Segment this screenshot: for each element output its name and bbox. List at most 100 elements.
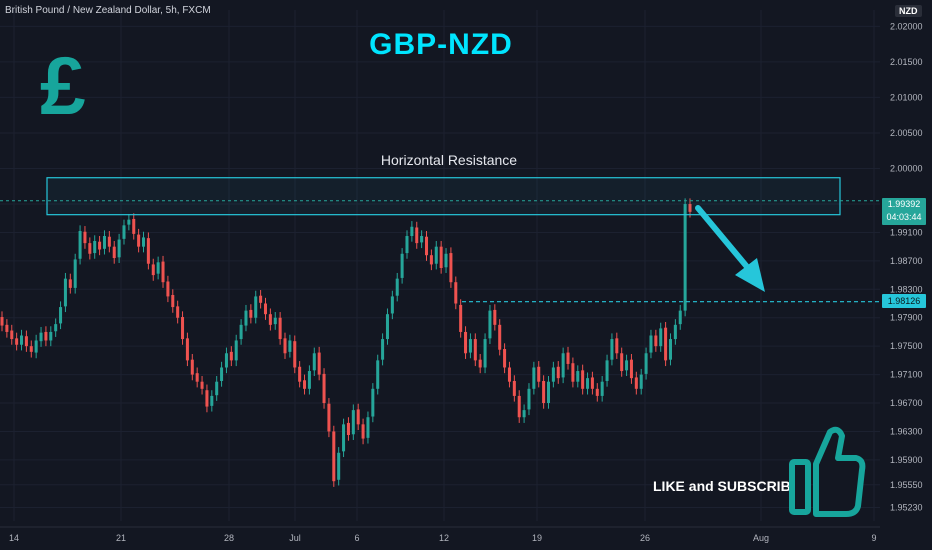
candle [83,231,87,244]
candle [200,381,204,389]
candles [0,198,692,487]
x-tick-label: 28 [224,533,234,543]
candle [600,381,604,396]
candle [551,367,555,382]
y-tick-label: 2.02000 [890,21,923,31]
candle [20,335,24,345]
candle [132,218,136,234]
candle [610,339,614,360]
candle [68,279,72,288]
candle [464,331,468,354]
candle [566,352,570,364]
candle [107,236,111,247]
candle [683,204,687,311]
candle [678,310,682,325]
candle [73,259,77,288]
candle [185,338,189,361]
candle [342,424,346,452]
candle [664,327,668,361]
candle [381,339,385,360]
candle [405,236,409,254]
candle [561,353,565,378]
candle [434,246,438,264]
candle [659,328,663,347]
candle [151,264,155,276]
candle [15,338,19,345]
candle [634,377,638,389]
y-tick-label: 1.96300 [890,426,923,436]
candle [654,335,658,347]
currency-badge: NZD [895,5,922,17]
candle [102,236,106,249]
candle [59,307,63,324]
candle [361,424,365,439]
current-price: 1.99392 [887,199,921,209]
candle [98,241,102,250]
candle [205,390,209,407]
candle [586,378,590,389]
candle [303,380,307,389]
candle [649,335,653,353]
candle [195,373,199,382]
candle [298,366,302,382]
grid [0,10,880,521]
candle [88,243,92,254]
current-price-badge: 1.99392 04:03:44 [882,198,926,225]
candle [517,395,521,418]
candle [327,403,331,432]
candle [415,227,419,244]
pound-sign-icon: £ [40,41,86,132]
candle [605,360,609,381]
candle [493,309,497,325]
candle [156,262,160,274]
candle [337,452,341,480]
candle [166,281,170,297]
candle [5,324,9,332]
candle [625,360,629,371]
x-tick-label: Jul [289,533,301,543]
candle [229,351,233,361]
candle [346,422,350,436]
y-tick-label: 1.95900 [890,455,923,465]
candle [673,324,677,340]
candle [293,341,297,368]
x-tick-label: 21 [116,533,126,543]
y-tick-label: 1.99100 [890,227,923,237]
candle [127,219,131,225]
candle [668,339,672,360]
candle [371,388,375,417]
candle [532,367,536,389]
candle [93,240,97,254]
x-tick-label: 19 [532,533,542,543]
candle [307,371,311,389]
candle [259,295,263,303]
candle [473,339,477,361]
candle [210,395,214,406]
candle [63,278,67,307]
y-tick-label: 1.96700 [890,398,923,408]
resistance-label: Horizontal Resistance [380,152,518,168]
candle [317,352,321,375]
instrument-label: British Pound / New Zealand Dollar, 5h, … [5,5,211,16]
candle [366,417,370,438]
countdown: 04:03:44 [886,212,922,222]
candle [449,253,453,283]
y-tick-label: 2.01500 [890,57,923,67]
x-tick-label: 14 [9,533,19,543]
candle [385,314,389,340]
y-tick-label: 1.97100 [890,370,923,380]
candle [615,338,619,354]
candle [332,431,336,482]
candle [161,261,165,283]
y-tick-label: 1.98700 [890,256,923,266]
candle [444,253,448,268]
candle [220,367,224,381]
candle [283,338,287,354]
candle [420,236,424,243]
candle [483,339,487,368]
candle [171,294,175,308]
candle [410,226,414,237]
candle [39,332,43,342]
candle [351,410,355,435]
